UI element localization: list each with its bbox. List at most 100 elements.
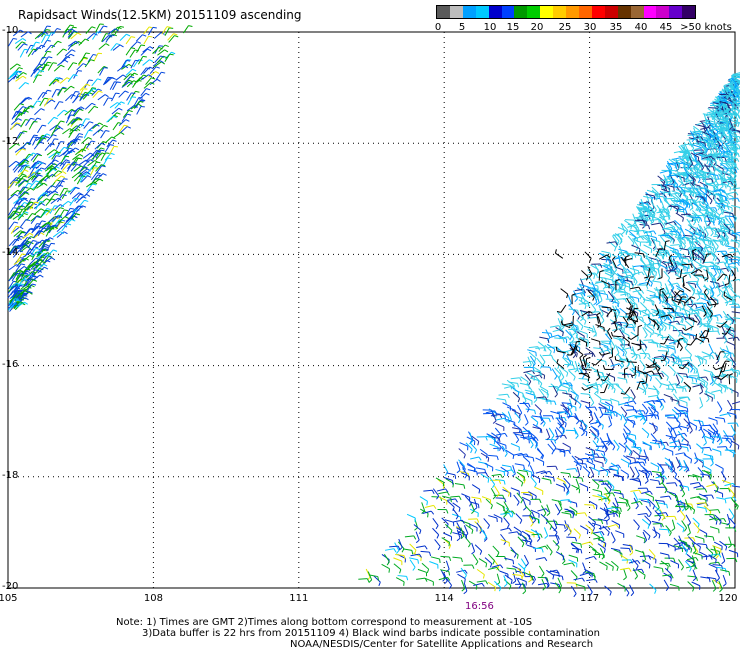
wind-barb — [692, 202, 701, 209]
wind-barb — [112, 33, 117, 37]
wind-barb — [732, 130, 740, 133]
wind-barb — [499, 414, 503, 419]
wind-barb — [724, 284, 728, 289]
wind-barb — [562, 442, 571, 448]
wind-barb — [674, 274, 684, 279]
wind-barb — [14, 245, 19, 248]
wind-barb — [37, 57, 44, 66]
wind-barb — [550, 333, 553, 338]
wind-barb — [40, 209, 47, 218]
wind-barb — [692, 384, 702, 388]
wind-barb — [680, 378, 684, 383]
wind-barb — [485, 436, 488, 441]
wind-barb — [103, 25, 108, 28]
wind-barb — [557, 389, 567, 392]
wind-barb — [614, 305, 620, 315]
wind-barb — [149, 66, 154, 70]
wind-barb — [446, 509, 449, 514]
wind-barb — [16, 301, 25, 308]
wind-barb — [12, 213, 21, 220]
wind-barb — [736, 88, 739, 93]
wind-barb — [68, 147, 76, 155]
wind-barb — [568, 368, 578, 371]
wind-barb — [118, 125, 125, 134]
wind-barb — [430, 556, 440, 560]
legend-label: 10 — [483, 22, 497, 33]
wind-barb — [16, 299, 21, 302]
wind-barb — [735, 147, 739, 152]
wind-barb — [73, 123, 81, 132]
wind-barb — [433, 505, 437, 509]
wind-barb — [128, 109, 133, 113]
wind-barb — [695, 557, 699, 561]
wind-barb — [92, 90, 100, 99]
wind-barb — [65, 94, 73, 102]
wind-barb — [126, 33, 131, 37]
wind-barb — [707, 271, 714, 280]
wind-barb — [28, 274, 33, 277]
wind-barb — [464, 536, 471, 544]
wind-barb — [51, 198, 56, 201]
wind-barb — [95, 23, 101, 33]
wind-barb — [585, 347, 594, 354]
wind-barb — [736, 373, 739, 378]
wind-barb — [445, 488, 449, 493]
wind-barb — [706, 110, 716, 114]
wind-barb — [63, 85, 72, 93]
wind-barb — [680, 318, 683, 323]
wind-barb — [9, 282, 17, 289]
wind-barb — [597, 494, 607, 499]
wind-barb — [653, 288, 663, 293]
wind-barb — [47, 62, 54, 71]
wind-barb — [586, 460, 595, 466]
wind-barb — [564, 423, 567, 428]
wind-barb — [711, 267, 721, 271]
wind-barb — [36, 63, 44, 70]
wind-barb — [560, 552, 566, 562]
wind-barb — [155, 71, 162, 80]
wind-barb — [516, 577, 522, 586]
wind-barb — [487, 457, 490, 462]
wind-barb — [111, 92, 117, 102]
wind-barb — [609, 440, 613, 445]
wind-barb — [599, 548, 605, 557]
wind-barb — [459, 442, 469, 447]
wind-barb — [123, 73, 131, 81]
wind-barb — [140, 67, 147, 76]
wind-barb — [129, 49, 136, 58]
wind-barb — [675, 228, 679, 232]
wind-barb — [549, 334, 559, 339]
wind-barb — [673, 346, 676, 351]
wind-barb — [522, 456, 531, 464]
wind-barb — [577, 325, 579, 330]
wind-barb — [8, 160, 17, 168]
wind-barb — [638, 282, 649, 285]
wind-barb — [707, 226, 717, 232]
wind-barb — [109, 102, 118, 109]
wind-barb — [600, 402, 610, 407]
wind-barb — [558, 325, 562, 330]
wind-barb — [78, 117, 83, 121]
wind-barb — [46, 32, 52, 42]
wind-barb — [31, 271, 37, 274]
wind-barb — [615, 344, 620, 354]
wind-barb — [443, 532, 452, 538]
wind-barb — [85, 140, 92, 149]
wind-barb — [41, 202, 46, 206]
wind-barb — [373, 575, 381, 583]
wind-barb — [525, 408, 535, 411]
wind-barb — [700, 237, 707, 246]
wind-barb — [153, 32, 162, 39]
wind-barb — [714, 195, 717, 200]
wind-barb — [609, 319, 618, 325]
wind-barb — [413, 535, 417, 540]
wind-barb — [696, 151, 706, 156]
wind-barb — [71, 118, 79, 125]
wind-barb — [689, 207, 694, 211]
wind-barb — [590, 264, 599, 270]
wind-barb — [576, 328, 580, 333]
wind-barb — [580, 393, 590, 395]
wind-barb — [659, 345, 669, 349]
wind-barb — [32, 283, 37, 286]
wind-barb — [80, 175, 88, 183]
